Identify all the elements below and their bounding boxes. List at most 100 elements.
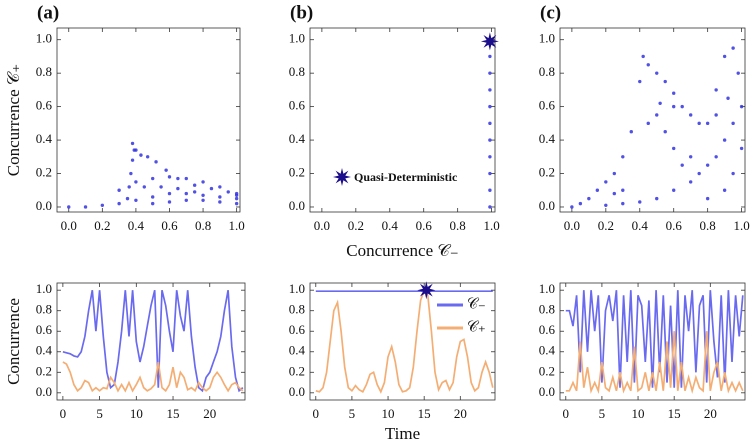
point [672,104,676,109]
point [234,201,239,206]
y-tick-label: 0.6 [539,322,556,337]
x-tick-label: 0.6 [161,218,178,233]
y-tick-label: 0.0 [539,198,555,213]
point [218,195,222,199]
point [705,196,710,201]
point [621,201,625,206]
x-tick-label: 15 [668,406,681,421]
point [150,201,155,206]
point [184,191,188,196]
x-tick-label: 0.2 [94,218,110,233]
x-tick-label: 0.8 [700,218,716,233]
point [488,121,492,126]
plot-frame [56,282,246,401]
x-tick-label: 0.8 [450,218,466,233]
point [612,171,617,176]
point [621,188,625,192]
point [201,193,205,197]
point [159,185,163,189]
point [672,146,676,151]
x-tick-label: 10 [382,406,395,421]
point [658,101,662,105]
point [488,155,492,159]
y-tick-label: 0.2 [36,165,52,180]
point [731,171,735,176]
point [192,183,197,187]
y-tick-label: 0.4 [539,343,556,358]
x-tick-label: 1.0 [229,218,245,233]
y-axis-label: Concurrence [4,298,23,385]
point [134,180,138,184]
point [184,176,188,181]
y-tick-label: 1.0 [539,281,555,296]
point [234,191,239,196]
point [209,186,214,191]
x-tick-label: 5 [349,406,356,421]
point [67,205,71,209]
y-axis-label: Concurrence 𝒞₊ [4,64,23,176]
point [488,188,492,192]
point [638,79,642,84]
highlight-star [480,32,499,51]
x-tick-label: 0.4 [128,218,145,233]
point [604,180,608,184]
x-tick-label: 0.4 [632,218,649,233]
x-tick-label: 0.0 [564,218,580,233]
point [234,196,239,201]
point [226,190,230,194]
y-tick-label: 1.0 [289,281,305,296]
point [139,153,143,157]
series-line [315,288,494,394]
y-tick-label: 0.8 [36,64,52,79]
point [714,113,718,117]
y-tick-label: 0.8 [289,64,305,79]
point [629,130,633,134]
point [578,201,583,206]
point [621,155,625,159]
y-tick-label: 0.0 [289,198,305,213]
y-tick-label: 0.0 [539,384,555,399]
series-line [62,290,244,393]
point [655,113,659,117]
plot-area [570,46,744,209]
x-tick-label: 10 [130,406,143,421]
point [488,71,492,75]
y-tick-label: 0.6 [36,98,53,113]
plot-area [565,290,744,395]
point [672,91,676,95]
point [726,96,730,100]
point [142,185,147,189]
y-tick-label: 0.2 [539,363,555,378]
point [731,46,735,50]
y-tick-label: 1.0 [289,31,305,46]
point [705,121,710,126]
point [638,200,642,204]
point [570,205,574,209]
series-line [62,361,244,393]
series-line [565,331,744,395]
x-tick-label: 0.0 [61,218,77,233]
x-tick-label: 20 [203,406,216,421]
y-tick-label: 0.0 [289,384,305,399]
x-tick-label: 0 [563,406,570,421]
y-tick-label: 0.8 [539,64,555,79]
y-tick-label: 0.4 [36,343,53,358]
plot-area [67,141,239,209]
point [739,104,744,109]
point [646,121,650,126]
point [488,171,492,176]
x-tick-label: 5 [96,406,103,421]
point [705,163,710,167]
y-tick-label: 0.6 [289,98,306,113]
y-tick-label: 0.8 [36,302,52,317]
point [655,196,659,201]
point [154,160,158,164]
plot-frame [56,27,241,213]
point [167,175,172,179]
point [129,171,133,176]
annotation-star [333,168,351,186]
legend-label: 𝒞₋ [467,296,486,312]
point [604,203,608,208]
x-tick-label: 0 [313,406,320,421]
